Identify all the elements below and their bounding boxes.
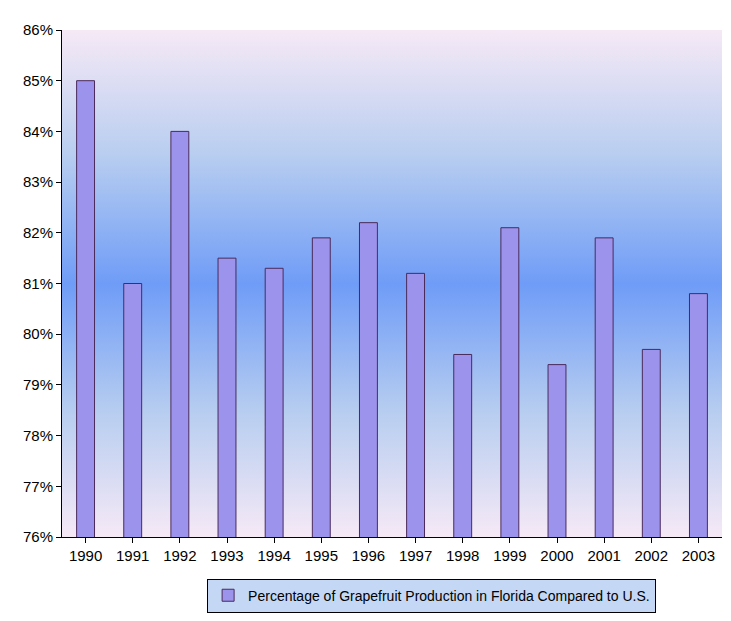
svg-text:82%: 82% [23,224,53,241]
svg-text:2003: 2003 [682,547,715,564]
svg-text:85%: 85% [23,72,53,89]
svg-text:1997: 1997 [399,547,432,564]
svg-text:77%: 77% [23,478,53,495]
svg-text:1999: 1999 [493,547,526,564]
svg-text:1994: 1994 [257,547,290,564]
svg-text:81%: 81% [23,275,53,292]
svg-text:79%: 79% [23,376,53,393]
svg-text:1992: 1992 [163,547,196,564]
svg-text:84%: 84% [23,123,53,140]
svg-text:Percentage of Grapefruit Produ: Percentage of Grapefruit Production in F… [248,588,650,604]
svg-text:80%: 80% [23,325,53,342]
svg-text:1990: 1990 [69,547,102,564]
svg-text:78%: 78% [23,427,53,444]
svg-text:2001: 2001 [587,547,620,564]
svg-text:1998: 1998 [446,547,479,564]
svg-text:2000: 2000 [540,547,573,564]
svg-text:1993: 1993 [210,547,243,564]
svg-text:1996: 1996 [352,547,385,564]
svg-text:1995: 1995 [305,547,338,564]
svg-text:83%: 83% [23,173,53,190]
svg-text:2002: 2002 [635,547,668,564]
svg-text:1991: 1991 [116,547,149,564]
svg-text:86%: 86% [23,21,53,38]
svg-text:76%: 76% [23,528,53,545]
